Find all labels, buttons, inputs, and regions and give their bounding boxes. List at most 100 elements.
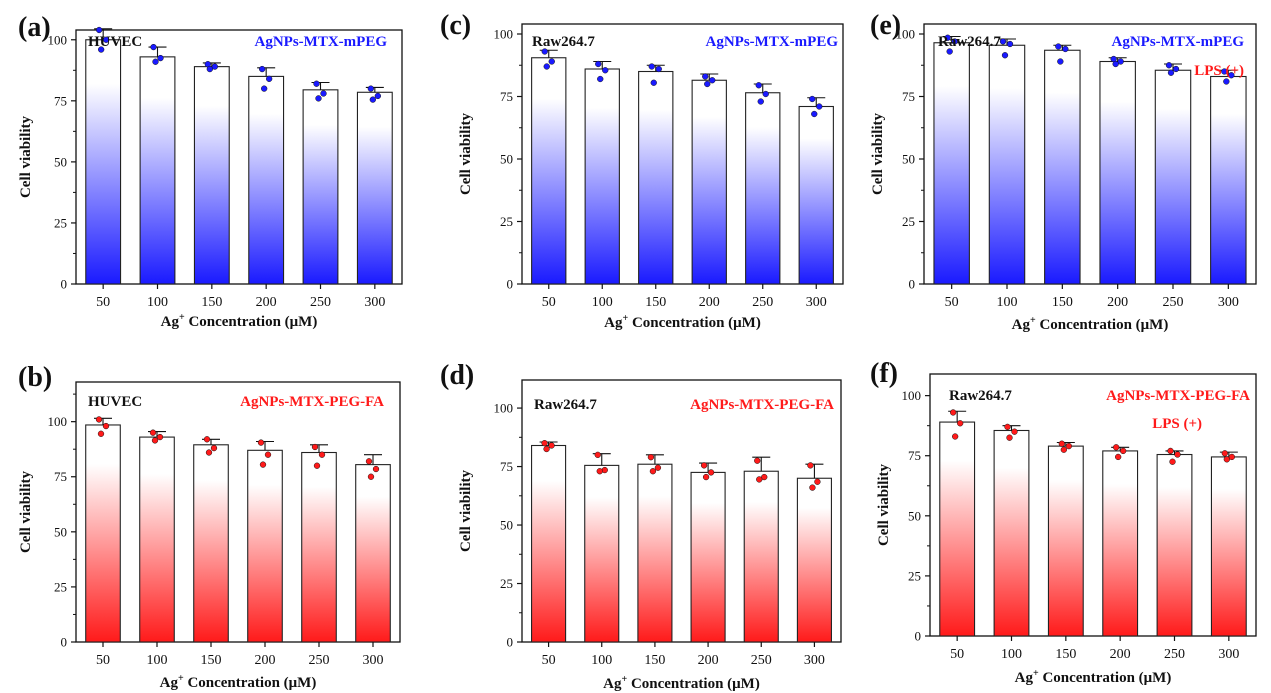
data-point [541, 48, 548, 55]
data-point [1221, 68, 1228, 75]
data-point [1004, 423, 1011, 431]
data-point [602, 67, 609, 74]
x-axis-label: Ag+ Concentration (μM) [161, 312, 318, 330]
data-point [264, 451, 272, 458]
plot-frame [521, 379, 842, 643]
y-tick-label: 50 [54, 524, 67, 539]
x-tick-label: 150 [645, 295, 666, 310]
x-tick-label: 300 [806, 295, 827, 310]
data-point [157, 54, 164, 62]
bar [745, 92, 781, 285]
data-point [266, 75, 273, 82]
bar [939, 421, 976, 637]
bar [85, 39, 122, 285]
x-axis-label: Ag+ Concentration (μM) [604, 313, 761, 331]
panel-label: (c) [440, 10, 471, 41]
chart-panel-c: 0 25 50 75 100 50 100 150 200 250 300 Cell viabilit… [440, 10, 844, 331]
bar [743, 470, 779, 643]
data-point [259, 65, 266, 73]
panel-label: (e) [870, 10, 901, 41]
x-tick-label: 50 [96, 653, 110, 668]
data-point [811, 110, 818, 118]
cell-line-label: Raw264.7 [949, 388, 1012, 404]
bar [1044, 49, 1081, 285]
y-tick-label: 75 [500, 459, 513, 474]
data-point [655, 65, 662, 73]
data-point [318, 451, 326, 458]
bar [139, 56, 176, 285]
x-axis-label: Ag+ Concentration (μM) [160, 673, 317, 691]
data-point [152, 58, 159, 65]
cell-line-label: Raw264.7 [532, 34, 595, 50]
x-tick-label: 250 [1163, 295, 1184, 310]
data-point [807, 462, 814, 469]
data-point [103, 36, 110, 43]
data-point [952, 433, 959, 440]
data-point [205, 449, 213, 456]
plot-frame [923, 23, 1257, 285]
y-axis-label: Cell viability [870, 112, 886, 195]
data-point [259, 461, 267, 468]
bar [1156, 453, 1193, 637]
data-point [313, 462, 321, 469]
data-point [98, 46, 105, 53]
x-tick-label: 100 [147, 295, 168, 310]
condition-label: LPS (+) [1194, 63, 1244, 79]
x-tick-label: 50 [542, 653, 556, 668]
sample-label: AgNPs-MTX-mPEG [255, 34, 388, 50]
condition-label: LPS (+) [1152, 416, 1202, 432]
cell-line-label: Raw264.7 [938, 34, 1001, 50]
data-point [543, 63, 550, 70]
x-tick-label: 250 [1164, 647, 1185, 662]
data-point [951, 38, 958, 45]
bar [584, 464, 620, 643]
y-tick-label: 100 [48, 414, 68, 429]
data-point [548, 442, 555, 449]
panel-label: (a) [18, 12, 51, 43]
bar [248, 75, 285, 285]
sample-label: AgNPs-MTX-mPEG [1112, 34, 1245, 50]
y-tick-label: 50 [500, 518, 513, 533]
data-point [957, 420, 964, 427]
bar [691, 79, 727, 285]
bar [988, 44, 1026, 285]
x-tick-label: 200 [256, 295, 277, 310]
sample-label: AgNPs-MTX-mPEG [706, 34, 839, 50]
data-point [814, 478, 821, 485]
x-tick-label: 300 [1218, 295, 1239, 310]
data-point [257, 439, 265, 446]
data-point [648, 63, 655, 70]
y-tick-label: 25 [500, 576, 513, 591]
data-point [950, 409, 957, 416]
data-point [946, 48, 953, 55]
data-point [149, 429, 157, 436]
bar [531, 57, 567, 285]
data-point [649, 468, 657, 475]
data-point [313, 80, 320, 87]
data-point [367, 85, 374, 92]
data-point [320, 90, 327, 97]
bar [584, 68, 620, 285]
x-axis-label: Ag+ Concentration (μM) [1012, 315, 1169, 333]
data-point [944, 34, 951, 41]
x-tick-label: 150 [1055, 647, 1076, 662]
data-point [1117, 58, 1124, 65]
bar [933, 42, 970, 285]
data-point [315, 95, 322, 102]
data-point [1223, 78, 1230, 85]
data-point [1112, 60, 1119, 68]
data-point [311, 443, 319, 451]
x-tick-label: 200 [1107, 295, 1128, 310]
plot-frame [521, 23, 844, 285]
cell-line-label: HUVEC [88, 34, 142, 50]
data-point [1174, 451, 1181, 458]
data-point [1057, 58, 1064, 65]
bar [247, 449, 283, 643]
data-point [1065, 442, 1072, 450]
cell-line-label: HUVEC [88, 394, 142, 410]
panel-label: (d) [440, 360, 474, 391]
chart-panel-f: 0 25 50 75 100 50 100 150 200 250 300 Cell viabilit… [870, 358, 1257, 686]
chart-panel-b: 0 25 50 75 100 50 100 150 200 250 300 Cell viabilit… [18, 362, 401, 691]
y-tick-label: 25 [500, 214, 513, 229]
x-tick-label: 250 [310, 295, 331, 310]
